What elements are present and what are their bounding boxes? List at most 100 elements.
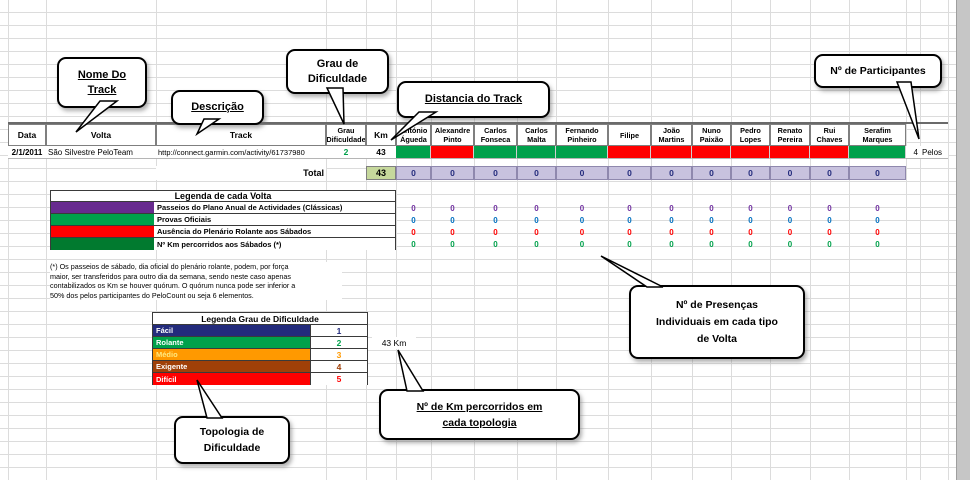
column-header-participant[interactable]: Rui Chaves bbox=[810, 124, 849, 146]
column-header-participant[interactable]: António Águeda bbox=[396, 124, 431, 146]
total-count-cell[interactable]: 0 bbox=[770, 166, 810, 180]
legend-count-cell[interactable]: 0 bbox=[748, 215, 753, 225]
column-header-km[interactable]: Km bbox=[366, 124, 396, 146]
legend-grau-value[interactable]: 3 bbox=[310, 349, 367, 361]
legend-count-cell[interactable]: 0 bbox=[827, 227, 832, 237]
callout-num-participantes[interactable]: Nº de Participantes bbox=[814, 54, 942, 88]
total-count-cell[interactable]: 0 bbox=[810, 166, 849, 180]
total-km-cell[interactable]: 43 bbox=[366, 166, 396, 180]
cell-participants-unit[interactable]: Pelos bbox=[920, 146, 948, 159]
callout-presencas-individuais[interactable]: Nº de Presenças Individuais em cada tipo… bbox=[629, 285, 805, 359]
legend-count-cell[interactable]: 0 bbox=[669, 227, 674, 237]
legend-count-cell[interactable]: 0 bbox=[627, 215, 632, 225]
column-header-participant[interactable]: Nuno Paixão bbox=[692, 124, 731, 146]
legend-count-cell[interactable]: 0 bbox=[827, 239, 832, 249]
legend-volta-swatch[interactable] bbox=[51, 238, 154, 250]
legend-count-cell[interactable]: 0 bbox=[669, 239, 674, 249]
legend-count-cell[interactable]: 0 bbox=[411, 239, 416, 249]
cell-volta-name[interactable]: São Silvestre PeloTeam bbox=[46, 146, 156, 159]
cell-grau-value[interactable]: 2 bbox=[326, 146, 366, 159]
legend-count-cell[interactable]: 0 bbox=[748, 239, 753, 249]
legend-count-cell[interactable]: 0 bbox=[450, 215, 455, 225]
legend-count-cell[interactable]: 0 bbox=[709, 215, 714, 225]
legend-count-cell[interactable]: 0 bbox=[450, 227, 455, 237]
km-rolante-annotation[interactable]: 43 Km bbox=[372, 337, 416, 349]
legend-count-cell[interactable]: 0 bbox=[579, 203, 585, 213]
legend-count-cell[interactable]: 0 bbox=[787, 203, 793, 213]
callout-grau-dificuldade[interactable]: Grau de Dificuldade bbox=[286, 49, 389, 94]
cell-km-value[interactable]: 43 bbox=[366, 146, 396, 159]
legend-count-cell[interactable]: 0 bbox=[875, 239, 880, 249]
total-label[interactable]: Total bbox=[156, 166, 326, 180]
legend-count-cell[interactable]: 0 bbox=[669, 203, 674, 213]
callout-descricao[interactable]: Descrição bbox=[171, 90, 264, 125]
total-count-cell[interactable]: 0 bbox=[517, 166, 556, 180]
legend-count-cell[interactable]: 0 bbox=[875, 203, 880, 213]
legend-grau-label[interactable]: Fácil bbox=[153, 325, 310, 337]
column-header-track[interactable]: Track bbox=[156, 124, 326, 146]
legend-count-cell[interactable]: 0 bbox=[579, 215, 585, 225]
legend-volta-swatch[interactable] bbox=[51, 202, 154, 214]
legend-grau-label[interactable]: Rolante bbox=[153, 337, 310, 349]
legend-count-cell[interactable]: 0 bbox=[534, 203, 539, 213]
column-header-participant[interactable]: João Martins bbox=[651, 124, 692, 146]
legend-count-cell[interactable]: 0 bbox=[534, 215, 539, 225]
legend-count-cell[interactable]: 0 bbox=[827, 203, 832, 213]
legend-volta-label[interactable]: Provas Oficiais bbox=[154, 214, 395, 226]
legend-count-cell[interactable]: 0 bbox=[411, 215, 416, 225]
legend-count-cell[interactable]: 0 bbox=[579, 227, 585, 237]
legend-count-cell[interactable]: 0 bbox=[748, 227, 753, 237]
column-header-date[interactable]: Data bbox=[8, 124, 46, 146]
presence-cell[interactable] bbox=[731, 146, 770, 159]
legend-count-cell[interactable]: 0 bbox=[493, 239, 498, 249]
legend-count-cell[interactable]: 0 bbox=[709, 227, 714, 237]
legend-count-cell[interactable]: 0 bbox=[627, 227, 632, 237]
legend-count-cell[interactable]: 0 bbox=[411, 203, 416, 213]
total-count-cell[interactable]: 0 bbox=[431, 166, 474, 180]
legend-count-cell[interactable]: 0 bbox=[450, 203, 455, 213]
legend-volta-label[interactable]: Nº Km percorridos aos Sábados (*) bbox=[154, 238, 395, 250]
presence-cell[interactable] bbox=[396, 146, 431, 159]
legend-count-cell[interactable]: 0 bbox=[579, 239, 585, 249]
presence-cell[interactable] bbox=[517, 146, 556, 159]
legend-count-cell[interactable]: 0 bbox=[827, 215, 832, 225]
presence-cell[interactable] bbox=[431, 146, 474, 159]
presence-cell[interactable] bbox=[474, 146, 517, 159]
total-count-cell[interactable]: 0 bbox=[731, 166, 770, 180]
column-header-participant[interactable]: Alexandre Pinto bbox=[431, 124, 474, 146]
column-header-participant[interactable]: Carlos Malta bbox=[517, 124, 556, 146]
legend-volta-label[interactable]: Ausência do Plenário Rolante aos Sábados bbox=[154, 226, 395, 238]
legend-grau-label[interactable]: Exigente bbox=[153, 361, 310, 373]
legend-count-cell[interactable]: 0 bbox=[411, 227, 416, 237]
callout-distancia-track[interactable]: Distancia do Track bbox=[397, 81, 550, 118]
total-count-cell[interactable]: 0 bbox=[474, 166, 517, 180]
column-header-participant[interactable]: Fernando Pinheiro bbox=[556, 124, 608, 146]
legend-count-cell[interactable]: 0 bbox=[787, 227, 793, 237]
legend-grau-value[interactable]: 1 bbox=[310, 325, 367, 337]
total-count-cell[interactable]: 0 bbox=[651, 166, 692, 180]
presence-cell[interactable] bbox=[692, 146, 731, 159]
legend-grau-value[interactable]: 5 bbox=[310, 373, 367, 385]
legend-count-cell[interactable]: 0 bbox=[493, 227, 498, 237]
callout-km-topologia[interactable]: Nº de Km percorridos em cada topologia bbox=[379, 389, 580, 440]
column-header-participant[interactable]: Renato Pereira bbox=[770, 124, 810, 146]
column-header-participant[interactable]: Serafim Marques bbox=[849, 124, 906, 146]
legend-count-cell[interactable]: 0 bbox=[534, 227, 539, 237]
legend-count-cell[interactable]: 0 bbox=[787, 239, 793, 249]
presence-cell[interactable] bbox=[651, 146, 692, 159]
presence-cell[interactable] bbox=[770, 146, 810, 159]
legend-count-cell[interactable]: 0 bbox=[875, 227, 880, 237]
cell-participants-count[interactable]: 4 bbox=[906, 146, 920, 159]
track-link[interactable]: http://connect.garmin.com/activity/61737… bbox=[156, 146, 326, 159]
legend-count-cell[interactable]: 0 bbox=[534, 239, 539, 249]
total-count-cell[interactable]: 0 bbox=[556, 166, 608, 180]
legend-count-cell[interactable]: 0 bbox=[787, 215, 793, 225]
legend-count-cell[interactable]: 0 bbox=[669, 215, 674, 225]
legend-count-cell[interactable]: 0 bbox=[748, 203, 753, 213]
legend-grau-value[interactable]: 4 bbox=[310, 361, 367, 373]
column-header-grau-dificuldade[interactable]: Grau Dificuldade bbox=[326, 124, 366, 146]
callout-topologia-dificuldade[interactable]: Topologia de Dificuldade bbox=[174, 416, 290, 464]
legend-grau-label[interactable]: Difícil bbox=[153, 373, 310, 385]
total-count-cell[interactable]: 0 bbox=[396, 166, 431, 180]
column-header-participant[interactable]: Pedro Lopes bbox=[731, 124, 770, 146]
